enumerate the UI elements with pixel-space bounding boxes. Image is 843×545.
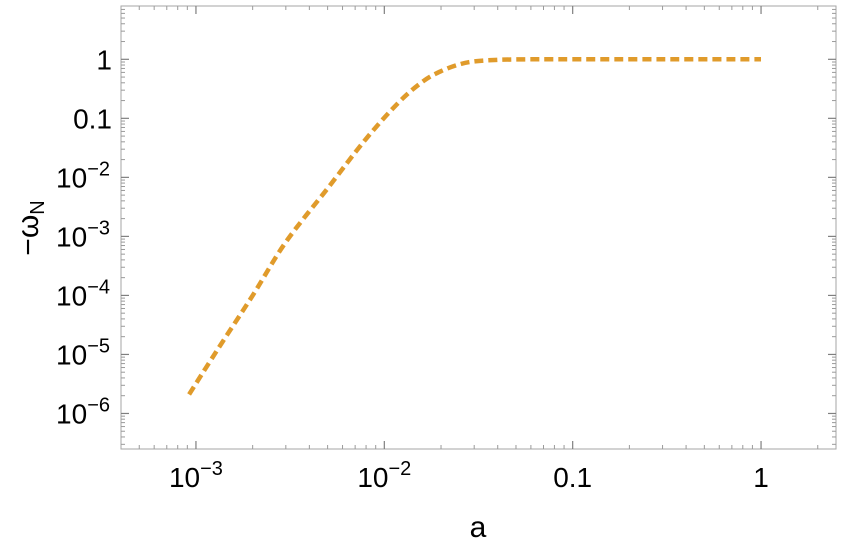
major-ticks [121, 6, 836, 449]
x-tick-labels: 10−3 10−2 0.1 1 [169, 458, 769, 493]
x-tick-label: 10−3 [169, 458, 223, 493]
y-axis-title: −ωN [12, 200, 49, 255]
y-axis-title-sub: N [27, 200, 49, 214]
y-tick-label: 0.1 [73, 103, 112, 134]
y-tick-labels: 1 0.1 10−2 10−3 10−4 10−5 10−6 [56, 44, 112, 429]
y-axis-title-main: −ω [12, 215, 45, 256]
y-tick-label: 10−3 [56, 217, 110, 252]
y-tick-label: 10−6 [56, 394, 110, 429]
x-axis-title: a [470, 511, 487, 544]
x-tick-label: 10−2 [357, 458, 411, 493]
y-tick-label: 10−4 [56, 276, 110, 311]
x-tick-label: 0.1 [553, 462, 592, 493]
y-tick-label: 10−5 [56, 335, 110, 370]
series-line [187, 57, 762, 396]
x-tick-label: 1 [753, 462, 769, 493]
minor-ticks [121, 6, 836, 449]
y-tick-label: 10−2 [56, 158, 110, 193]
plot-frame [120, 5, 837, 450]
y-tick-label: 1 [96, 44, 112, 75]
